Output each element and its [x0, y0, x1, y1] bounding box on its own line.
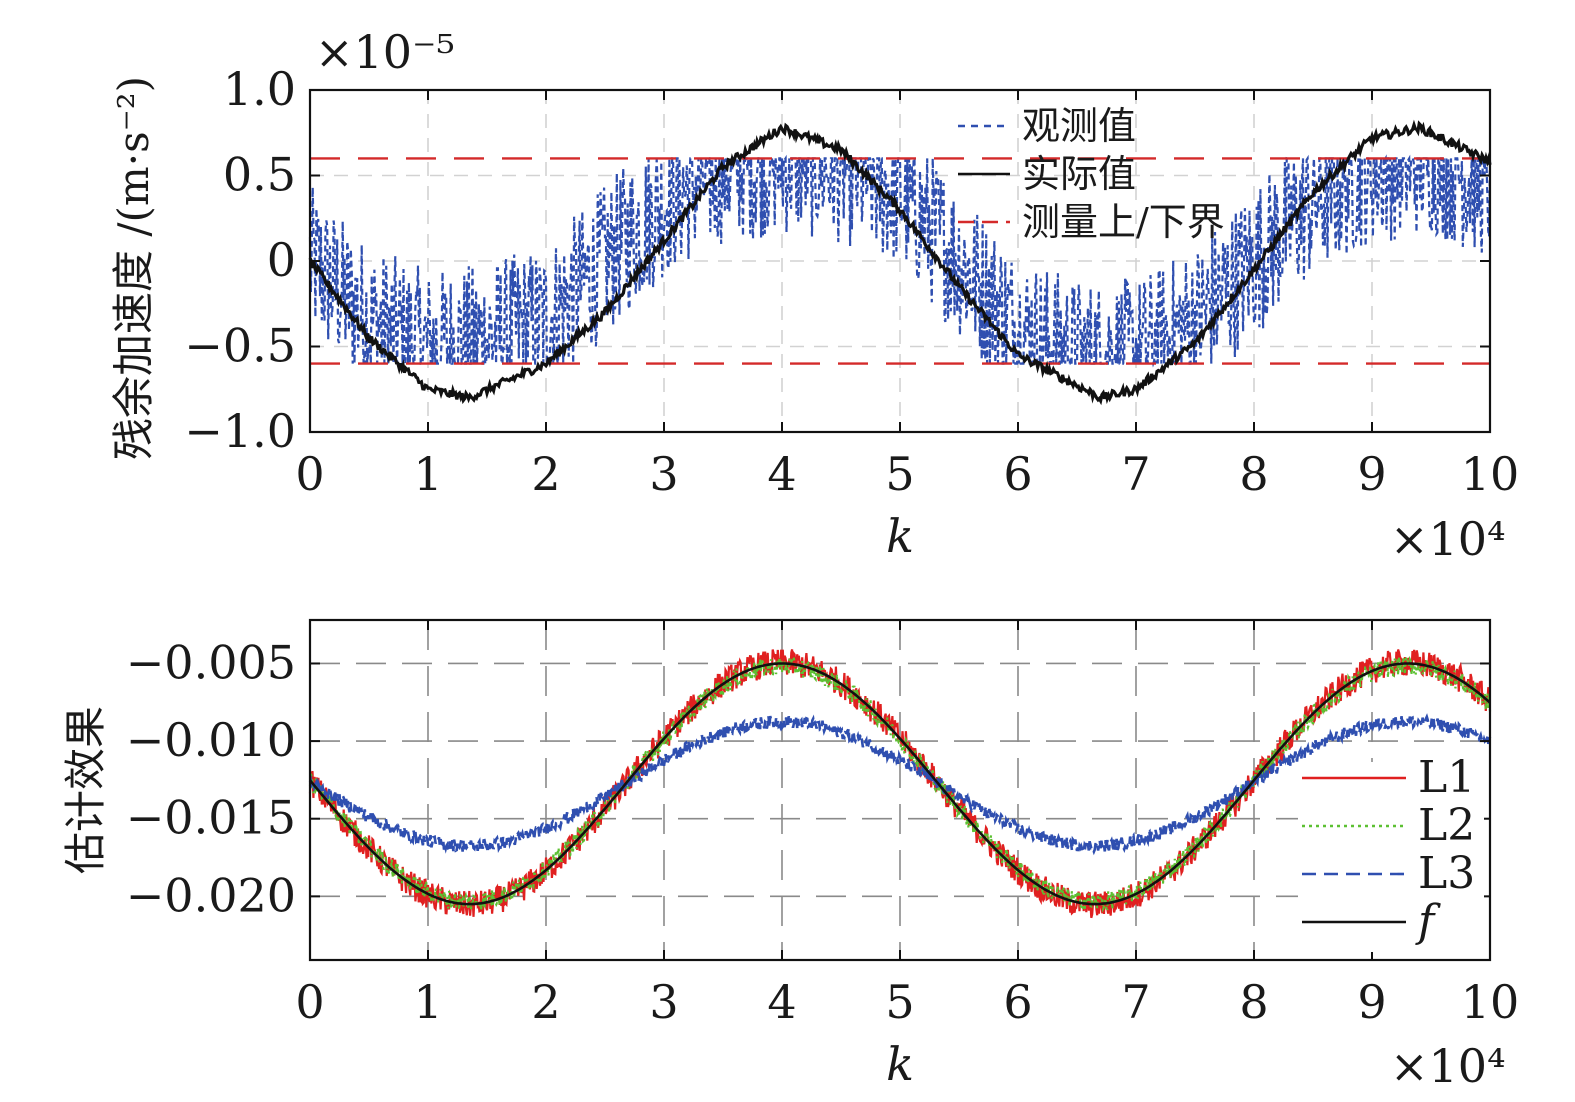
bottom-x-tick-label: 2	[531, 975, 560, 1029]
bottom-x-tick-label: 5	[885, 975, 914, 1029]
top-x-tick-label: 1	[413, 447, 442, 501]
top-x-tick-label: 2	[531, 447, 560, 501]
top-grid	[310, 89, 1490, 433]
bottom-y-axis-label: 估计效果	[61, 706, 110, 874]
bottom-legend: L1 L2 L3 f	[1298, 752, 1484, 952]
bottom-y-tick-label: −0.020	[126, 868, 296, 922]
top-x-tick-label: 6	[1003, 447, 1032, 501]
top-ticks: 0 1 2 3 4 5 6 7 8 9 10 −1.0 −0.5 0 0.5 1.0	[184, 62, 1519, 501]
top-x-tick-label: 4	[767, 447, 796, 501]
top-x-tick-label: 7	[1121, 447, 1150, 501]
top-x-tick-label: 10	[1461, 447, 1520, 501]
bottom-y-tick-label: −0.015	[126, 791, 296, 845]
top-y-tick-label: 0	[267, 233, 296, 287]
top-x-tick-label: 0	[295, 447, 324, 501]
top-x-tick-label: 5	[885, 447, 914, 501]
legend-label-L2: L2	[1418, 800, 1475, 851]
legend-label-L3: L3	[1418, 848, 1475, 899]
bottom-x-tick-label: 6	[1003, 975, 1032, 1029]
series-line-L2	[308, 652, 1492, 913]
bottom-x-tick-label: 7	[1121, 975, 1150, 1029]
bottom-x-tick-label: 10	[1461, 975, 1520, 1029]
top-x-multiplier: ×10⁴	[1390, 512, 1506, 566]
bottom-x-tick-label: 4	[767, 975, 796, 1029]
top-x-tick-label: 9	[1357, 447, 1386, 501]
legend-label-L1: L1	[1418, 752, 1475, 803]
top-chart: 0 1 2 3 4 5 6 7 8 9 10 −1.0 −0.5 0 0.5 1.0 ×10⁻⁵ ×10⁴ k…	[109, 25, 1519, 566]
top-y-axis-label: 残余加速度 /(m·s⁻²)	[109, 76, 158, 460]
series-line-L3	[308, 713, 1492, 856]
top-x-axis-label: k	[886, 509, 914, 563]
legend-label-bounds: 测量上/下界	[1022, 200, 1225, 244]
legend-label-observed: 观测值	[1022, 104, 1136, 148]
top-y-tick-label: −1.0	[184, 404, 296, 458]
bottom-y-tick-label: −0.005	[126, 635, 296, 689]
top-x-tick-label: 8	[1239, 447, 1268, 501]
legend-label-actual: 实际值	[1022, 152, 1136, 196]
bottom-y-tick-label: −0.010	[126, 713, 296, 767]
top-y-tick-label: −0.5	[184, 319, 296, 373]
top-y-multiplier: ×10⁻⁵	[315, 25, 455, 79]
series-line-f	[308, 662, 1491, 906]
top-y-tick-label: 1.0	[223, 62, 296, 116]
top-plot-area	[308, 119, 1492, 406]
bottom-x-tick-label: 8	[1239, 975, 1268, 1029]
bottom-plot-area	[308, 649, 1492, 919]
bottom-legend-box	[1298, 762, 1484, 952]
bottom-x-tick-label: 3	[649, 975, 678, 1029]
series-line-observed	[308, 154, 1492, 368]
bottom-x-tick-label: 9	[1357, 975, 1386, 1029]
bottom-x-multiplier: ×10⁴	[1390, 1039, 1506, 1093]
bottom-x-tick-label: 0	[295, 975, 324, 1029]
top-x-tick-label: 3	[649, 447, 678, 501]
bottom-chart: 0 1 2 3 4 5 6 7 8 9 10 −0.005 −0.010 −0.015 −0.020 ×10…	[61, 618, 1520, 1093]
bottom-ticks: 0 1 2 3 4 5 6 7 8 9 10 −0.005 −0.010 −0.015 −0.020	[126, 620, 1520, 1029]
top-legend: 观测值 实际值 测量上/下界	[958, 104, 1225, 244]
series-line-actual	[308, 119, 1492, 406]
bottom-x-tick-label: 1	[413, 975, 442, 1029]
top-y-tick-label: 0.5	[223, 148, 296, 202]
bottom-x-axis-label: k	[886, 1037, 914, 1091]
